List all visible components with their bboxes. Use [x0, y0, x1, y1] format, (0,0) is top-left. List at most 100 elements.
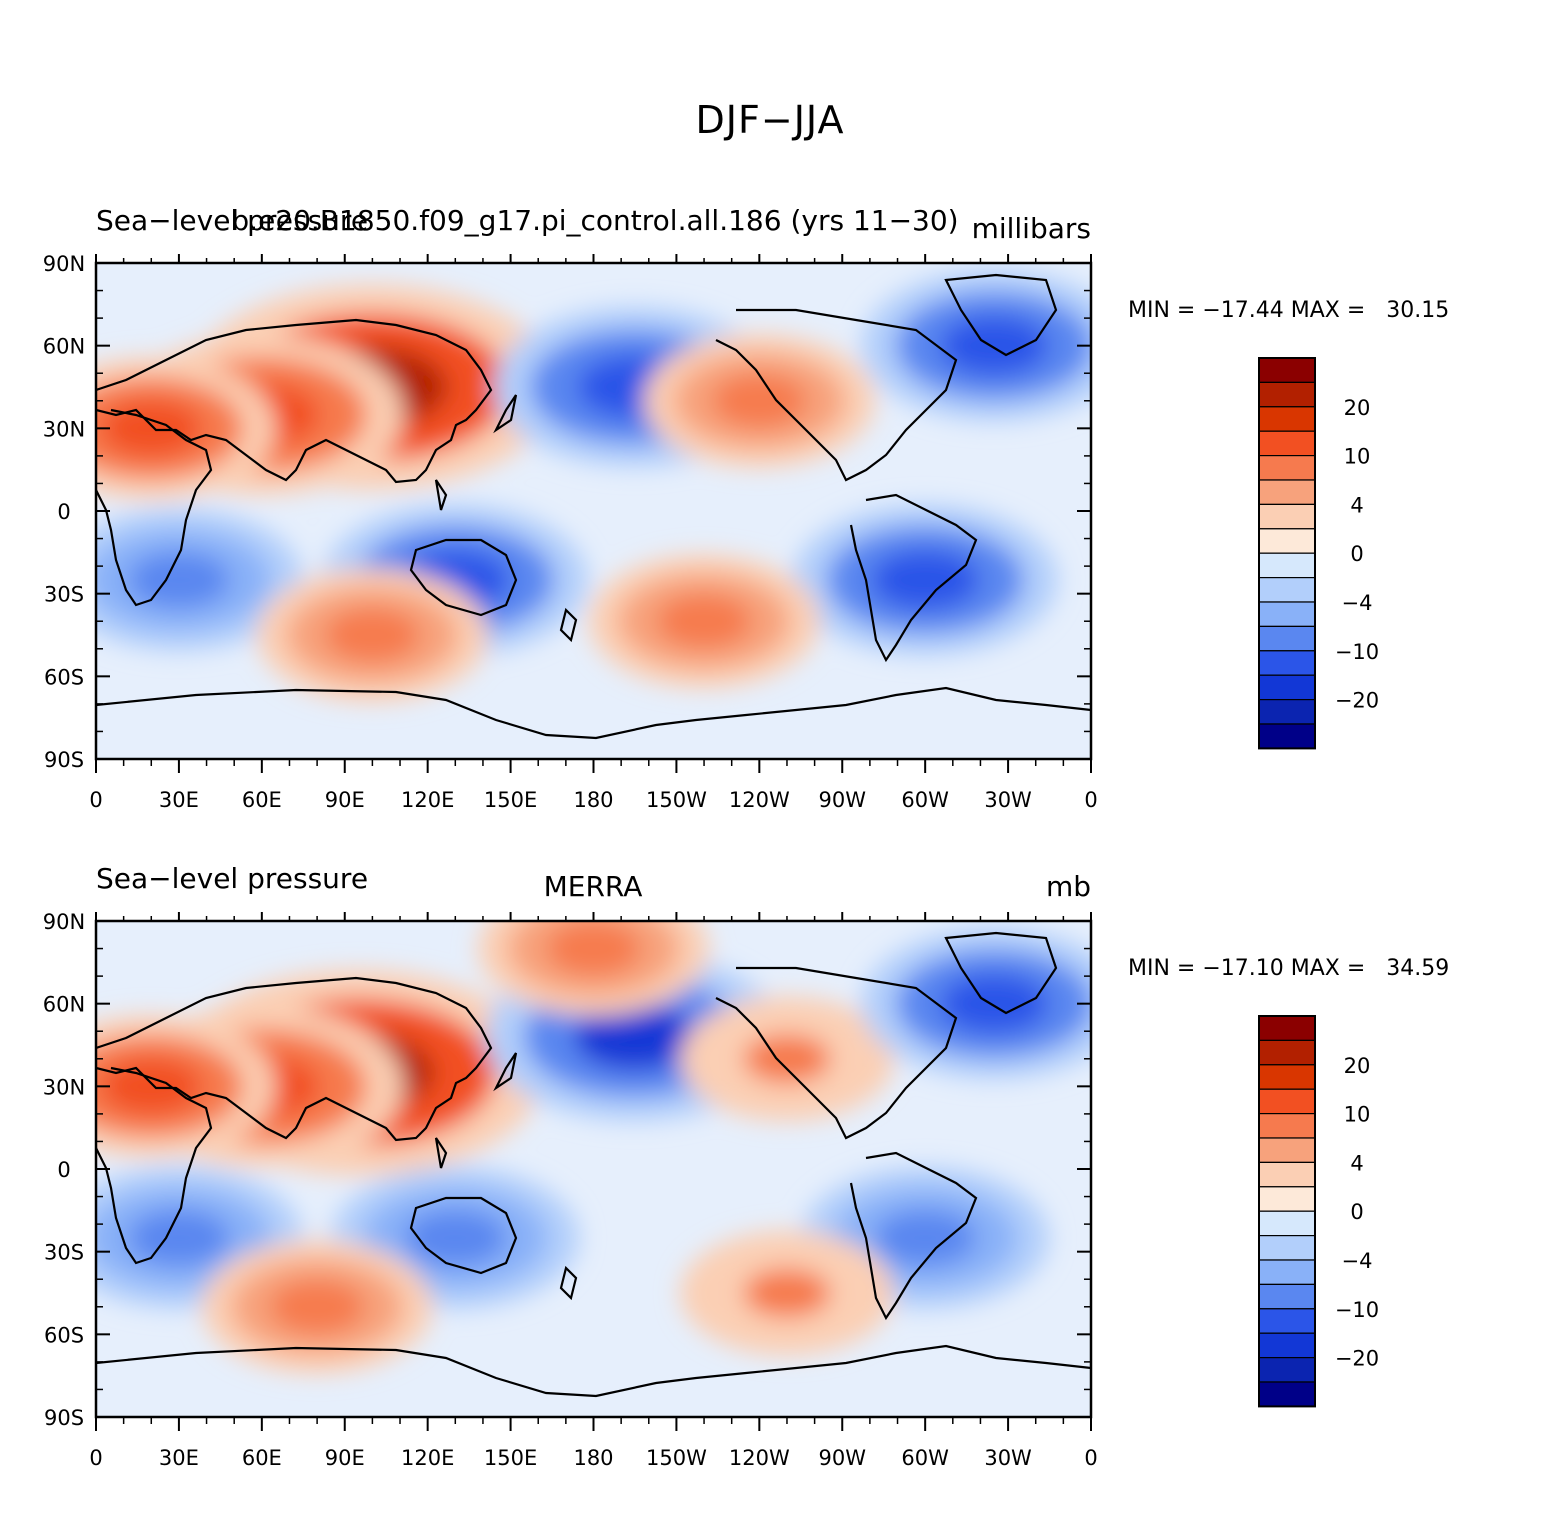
lat-tick-label: 60S: [44, 665, 84, 689]
lat-tick-label: 60N: [43, 335, 85, 359]
lat-tick-label: 0: [57, 500, 70, 524]
panel-merra-units: mb: [1046, 870, 1091, 903]
colorbar-swatch: [1258, 1234, 1316, 1261]
lat-tick-label: 90N: [43, 252, 85, 276]
colorbar-label: 4: [1350, 493, 1363, 517]
colorbar-swatch: [1258, 1088, 1316, 1115]
colorbar-model: 20 10 4 0 −4 −10 −20: [1258, 357, 1379, 750]
lon-tick-label: 120E: [401, 788, 454, 812]
lon-tick-label: 30W: [984, 788, 1032, 812]
lon-tick-label: 60W: [901, 1446, 949, 1470]
colorbar-label: 10: [1344, 445, 1371, 469]
lon-tick-label: 150E: [484, 788, 537, 812]
colorbar-swatch: [1258, 1259, 1316, 1285]
colorbar-swatch: [1258, 1356, 1316, 1383]
lat-tick-label: 90S: [44, 748, 84, 772]
colorbar-swatch: [1258, 1064, 1316, 1090]
lon-tick-label: 120W: [729, 1446, 790, 1470]
lon-tick-label: 0: [89, 788, 102, 812]
panel-merra: Sea−level pressure MERRA mb 90N 60N 30N 0 30…: [43, 862, 1449, 1470]
field-region-core: [270, 1280, 365, 1334]
panel-merra-stats: MIN = −17.10 MAX = 34.59: [1128, 956, 1449, 981]
colorbar-label: 0: [1350, 542, 1363, 566]
field-region-core: [100, 1058, 202, 1115]
colorbar-swatch: [1258, 601, 1316, 627]
lat-tick-label: 60N: [43, 993, 85, 1017]
colorbar-swatch: [1258, 625, 1316, 652]
colorbar-swatch: [1258, 381, 1316, 408]
lon-tick-label: 150W: [646, 788, 707, 812]
lat-tick-label: 30N: [43, 1075, 85, 1099]
colorbar-swatch: [1258, 1381, 1316, 1407]
map-field-merra: [96, 921, 1091, 1417]
colorbar-swatch: [1258, 698, 1316, 725]
colorbar-swatch: [1258, 1137, 1316, 1163]
lat-tick-label: 90S: [44, 1406, 84, 1430]
figure-title: DJF−JJA: [696, 98, 845, 142]
lon-tick-label: 30E: [159, 788, 199, 812]
colorbar-label: −10: [1335, 1298, 1379, 1322]
lon-tick-label: 120W: [729, 788, 790, 812]
colorbar-swatch: [1258, 357, 1316, 383]
colorbar-label: 0: [1350, 1200, 1363, 1224]
colorbar-swatch: [1258, 1186, 1316, 1212]
colorbar-frame: [1258, 357, 1316, 750]
colorbar-swatch: [1258, 552, 1316, 579]
colorbar-swatch: [1258, 1161, 1316, 1188]
colorbar-swatch: [1258, 455, 1316, 481]
colorbar-swatch: [1258, 576, 1316, 603]
colorbar-swatch: [1258, 528, 1316, 554]
colorbar-label: −4: [1342, 591, 1373, 615]
field-region-core: [940, 315, 1049, 376]
colorbar-swatch: [1258, 1015, 1316, 1041]
lat-tick-label: 90N: [43, 910, 85, 934]
colorbar-swatch: [1258, 406, 1316, 432]
lon-tick-label: 90E: [325, 1446, 365, 1470]
lon-tick-label: 60E: [242, 1446, 282, 1470]
lon-tick-label: 0: [89, 1446, 102, 1470]
field-region-core: [712, 374, 807, 428]
field-region-core: [871, 550, 980, 610]
colorbar-swatch: [1258, 1283, 1316, 1310]
panel-model-left-label: Sea−level pressure: [96, 204, 368, 237]
colorbar-swatch: [1258, 503, 1316, 530]
colorbar-swatch: [1258, 674, 1316, 701]
lon-tick-label: 0: [1084, 788, 1097, 812]
field-region-core: [743, 1034, 831, 1084]
colorbar-label: 10: [1344, 1103, 1371, 1127]
colorbar-label: −10: [1335, 640, 1379, 664]
colorbar-merra: 20 10 4 0 −4 −10 −20: [1258, 1015, 1379, 1408]
lon-tick-label: 180: [573, 1446, 613, 1470]
colorbar-swatch: [1258, 1039, 1316, 1066]
field-region-core: [128, 1209, 230, 1266]
colorbar-swatch: [1258, 1210, 1316, 1237]
lon-tick-label: 90E: [325, 788, 365, 812]
lon-tick-label: 60W: [901, 788, 949, 812]
lon-tick-label: 0: [1084, 1446, 1097, 1470]
colorbar-frame: [1258, 1015, 1316, 1408]
colorbar-swatch: [1258, 1112, 1316, 1139]
map-field-model: [96, 263, 1091, 759]
panel-model: Sea−level pressure b.e20.B1850.f09_g17.p…: [43, 204, 1449, 812]
colorbar-swatch: [1258, 1308, 1316, 1334]
lat-tick-label: 30S: [44, 583, 84, 607]
colorbar-label: 20: [1344, 1054, 1371, 1078]
field-region-core: [404, 1209, 506, 1266]
lat-tick-label: 30S: [44, 1241, 84, 1265]
lon-tick-label: 90W: [819, 1446, 867, 1470]
lon-tick-label: 30W: [984, 1446, 1032, 1470]
field-region-core: [656, 594, 752, 648]
panel-merra-left-label: Sea−level pressure: [96, 862, 368, 895]
lon-tick-label: 60E: [242, 788, 282, 812]
lon-tick-label: 150E: [484, 1446, 537, 1470]
lat-tick-label: 60S: [44, 1323, 84, 1347]
field-region-core: [573, 1003, 697, 1071]
colorbar-swatch: [1258, 650, 1316, 676]
colorbar-label: 4: [1350, 1151, 1363, 1175]
colorbar-swatch: [1258, 1332, 1316, 1359]
panel-model-center-label: b.e20.B1850.f09_g17.pi_control.all.186 (…: [231, 204, 958, 237]
colorbar-swatch: [1258, 430, 1316, 457]
field-region-core: [128, 551, 230, 608]
